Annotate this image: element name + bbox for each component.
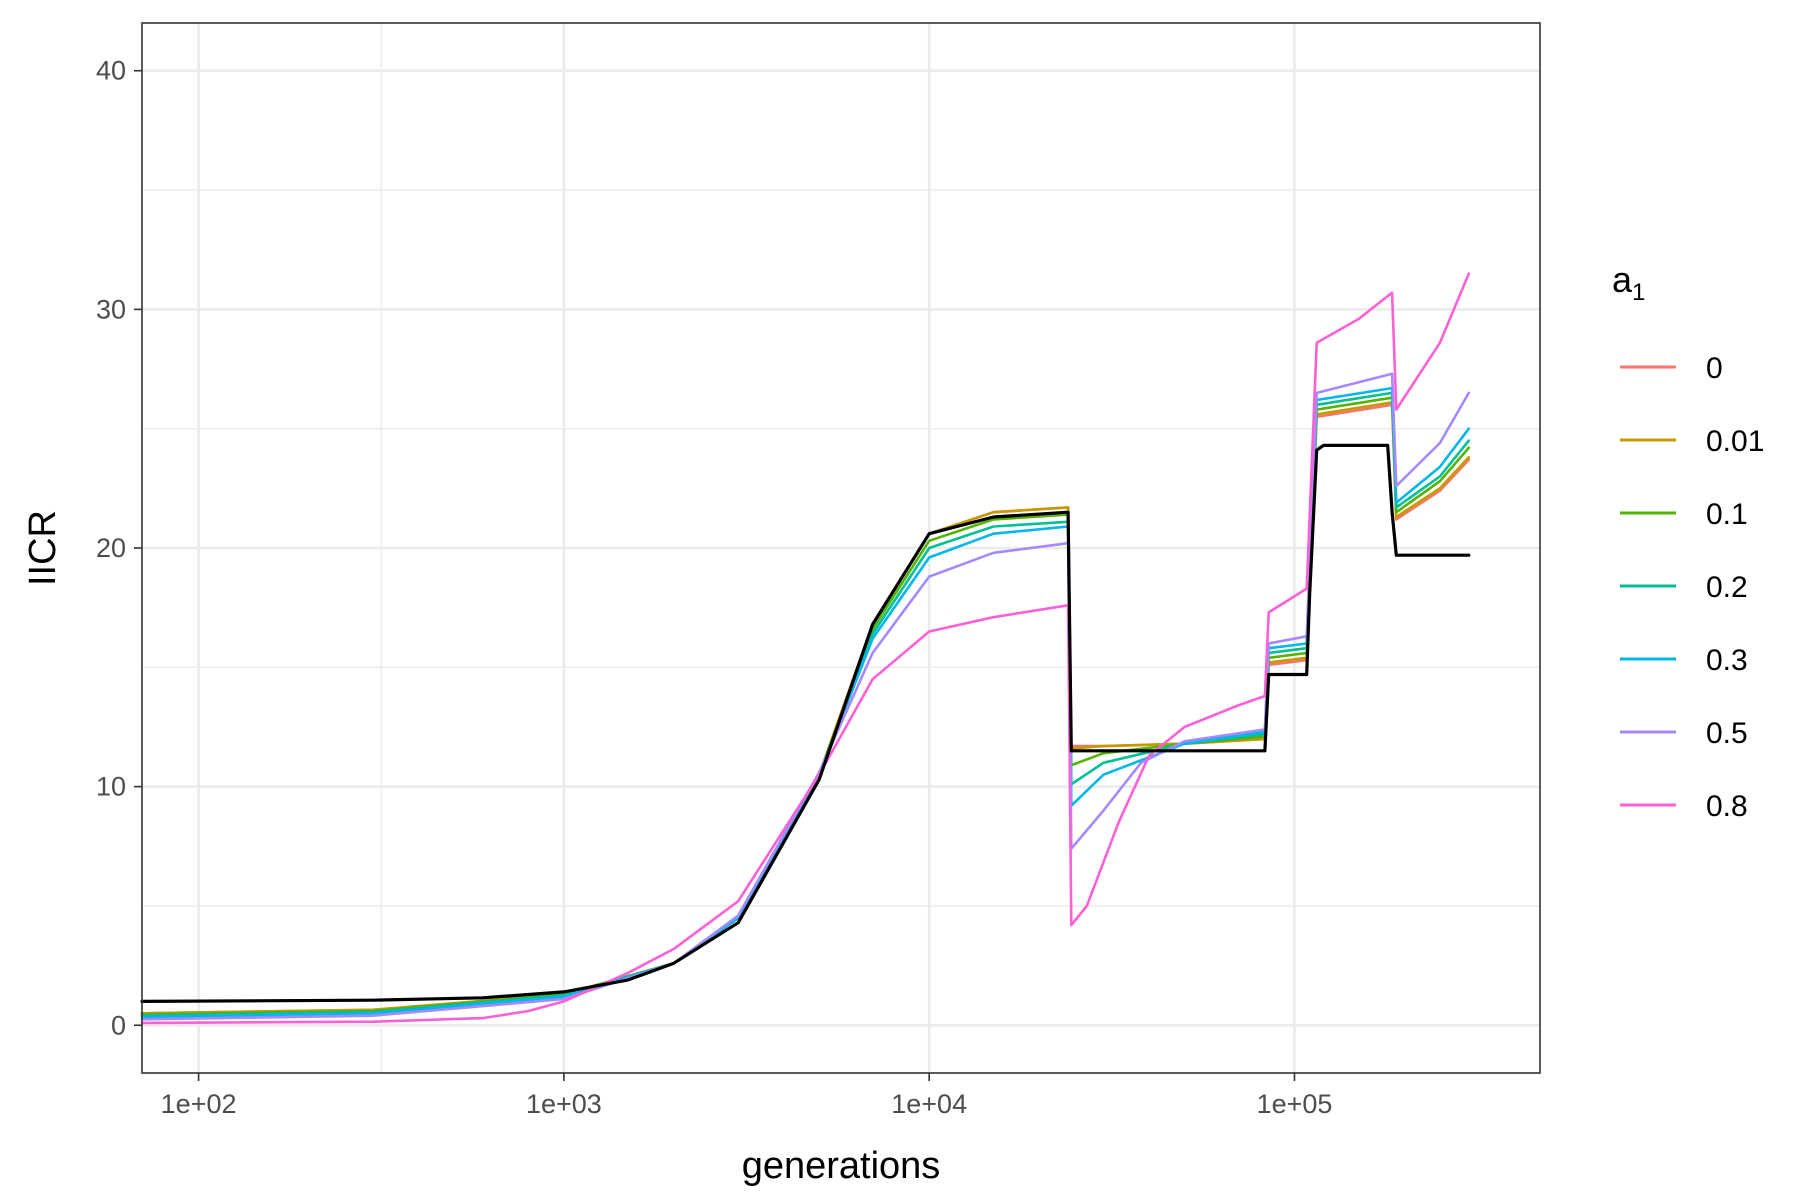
- plot-panel: [140, 22, 1541, 1074]
- legend-items: 0 0.01 0.1 0.2 0.3 0.5 0.8: [1620, 352, 1764, 823]
- series-line-5: [140, 372, 1471, 1021]
- x-tick-label: 1e+02: [161, 1089, 237, 1119]
- y-tick-label: 0: [111, 1010, 126, 1040]
- x-axis-title: generations: [742, 1145, 941, 1187]
- legend: a1 0 0.01 0.1 0.2 0.3 0.5 0.8: [1612, 259, 1764, 823]
- x-tick-label: 1e+03: [526, 1089, 602, 1119]
- legend-label: 0.8: [1706, 790, 1748, 823]
- x-axis: 1e+02 1e+03 1e+04 1e+05: [161, 1073, 1333, 1119]
- legend-label: 0.01: [1706, 425, 1764, 458]
- x-tick-label: 1e+04: [891, 1089, 967, 1119]
- series-lines: [140, 272, 1471, 1025]
- legend-label: 0.5: [1706, 717, 1748, 750]
- legend-label: 0.1: [1706, 498, 1748, 531]
- y-tick-label: 20: [96, 533, 126, 563]
- legend-title-base: a: [1612, 259, 1633, 300]
- legend-title: a1: [1612, 259, 1645, 306]
- y-axis: 0 10 20 30 40: [96, 56, 142, 1040]
- y-tick-label: 10: [96, 772, 126, 802]
- legend-title-subscript: 1: [1632, 279, 1645, 306]
- legend-label: 0: [1706, 352, 1723, 385]
- y-axis-title: IICR: [22, 510, 64, 586]
- y-tick-label: 40: [96, 56, 126, 86]
- y-tick-label: 30: [96, 294, 126, 324]
- x-tick-label: 1e+05: [1257, 1089, 1333, 1119]
- major-gridlines: [142, 23, 1540, 1073]
- legend-label: 0.3: [1706, 644, 1748, 677]
- reference-line: [140, 443, 1471, 1003]
- legend-label: 0.2: [1706, 571, 1748, 604]
